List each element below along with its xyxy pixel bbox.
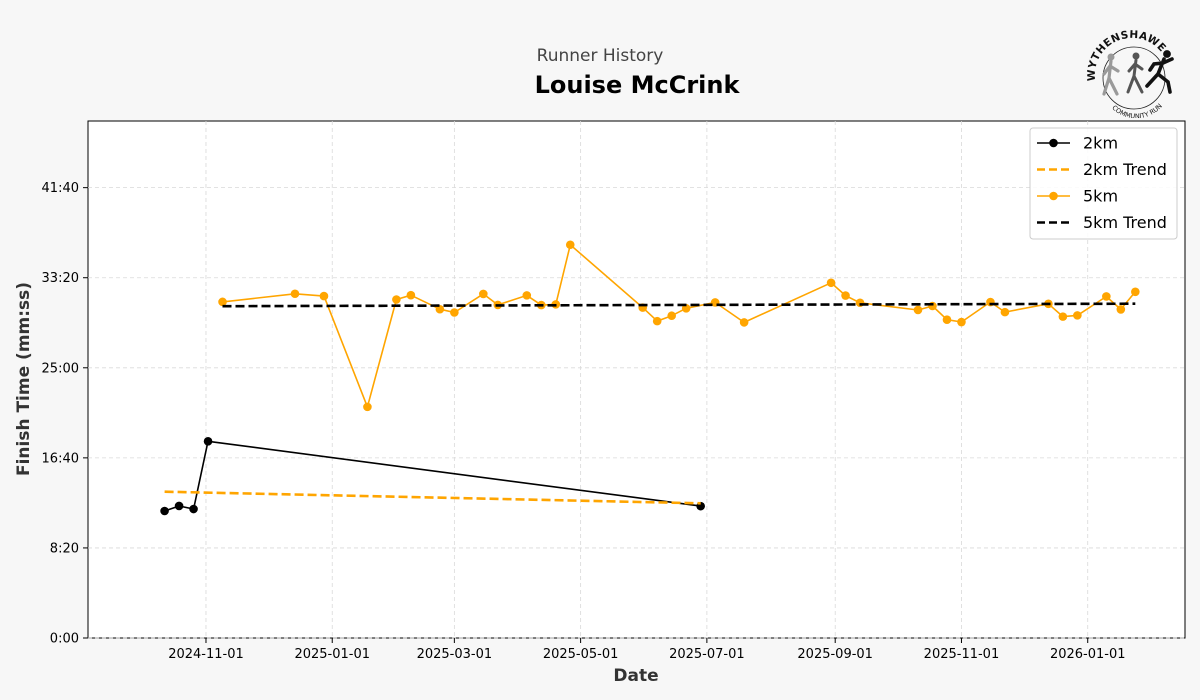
data-point-5km (1131, 287, 1140, 297)
data-point-5km (855, 298, 865, 308)
data-point-5km (290, 289, 300, 299)
data-point-5km (1058, 312, 1068, 321)
runner-dark-icon (1145, 50, 1174, 94)
plot-area (87, 120, 1186, 639)
club-logo: WYTHENSHAWE COMMUNITY RUN (1086, 29, 1174, 118)
legend-label-5km: 5km (1083, 187, 1118, 206)
y-tick-label: 33:20 (42, 271, 79, 286)
x-tick-label: 2026-01-01 (1050, 647, 1126, 662)
data-point-5km (826, 278, 836, 288)
legend-label-2km: 2km (1083, 134, 1118, 153)
data-point-2km (189, 504, 198, 514)
data-point-5km (667, 311, 676, 321)
legend-marker-2km (1049, 138, 1058, 148)
data-point-5km (957, 317, 966, 327)
x-tick-label: 2025-07-01 (669, 647, 745, 662)
data-point-5km (913, 305, 923, 315)
data-point-5km (652, 316, 662, 326)
data-point-5km (565, 240, 575, 250)
data-point-2km (160, 506, 169, 516)
data-point-5km (479, 289, 488, 299)
runner-mid-icon (1126, 52, 1144, 94)
series-5km (218, 240, 1140, 412)
series-line-5km-trend (222, 302, 1136, 308)
series-5km-trend (222, 302, 1136, 308)
data-point-5km (942, 315, 952, 324)
data-point-5km (841, 291, 850, 300)
chart-subtitle: Runner History (536, 46, 664, 66)
series-2km-trend (164, 490, 701, 505)
y-tick-label: 16:40 (42, 451, 79, 466)
data-point-5km (218, 297, 227, 307)
series-group (160, 240, 1140, 516)
data-point-5km (363, 402, 372, 412)
x-tick-label: 2025-09-01 (797, 647, 873, 662)
x-tick-label: 2025-03-01 (417, 647, 493, 662)
y-tick-label: 41:40 (42, 181, 79, 196)
data-point-5km (435, 304, 445, 314)
series-line-2km-trend (164, 490, 701, 505)
data-point-5km (392, 295, 401, 304)
data-point-5km (1102, 292, 1111, 301)
data-point-5km (1116, 305, 1126, 314)
x-tick-label: 2025-05-01 (543, 647, 619, 662)
data-point-5km (450, 308, 459, 317)
x-tick-label: 2024-11-01 (168, 647, 244, 662)
legend-box (1029, 127, 1178, 240)
y-tick-label: 0:00 (50, 632, 79, 647)
y-tick-label: 8:20 (50, 541, 79, 556)
data-point-2km (203, 436, 213, 446)
runner-light-icon (1102, 53, 1120, 96)
grid-lines (88, 121, 1185, 639)
legend-label-2km-trend: 2km Trend (1083, 160, 1167, 179)
data-point-5km (406, 290, 416, 300)
x-tick-label: 2025-11-01 (924, 647, 1000, 662)
x-axis-title: Date (613, 666, 658, 686)
x-tick-label: 2025-01-01 (294, 647, 370, 662)
data-point-5km (1073, 311, 1082, 320)
data-point-5km (739, 318, 749, 327)
chart-title: Louise McCrink (534, 71, 740, 99)
data-point-5km (522, 291, 532, 300)
legend-marker-5km (1049, 191, 1058, 201)
legend-label-5km-trend: 5km Trend (1083, 213, 1167, 232)
axes: 2024-11-01 2025-01-01 2025-03-01 2025-05-01… (42, 181, 1126, 662)
legend: 2km 2km Trend 5km 5km Trend (1029, 127, 1178, 240)
data-point-2km (174, 501, 184, 511)
y-tick-label: 25:00 (42, 361, 79, 376)
data-point-5km (1000, 307, 1010, 317)
y-axis-title: Finish Time (mm:ss) (14, 282, 34, 476)
data-point-5km (319, 291, 329, 301)
